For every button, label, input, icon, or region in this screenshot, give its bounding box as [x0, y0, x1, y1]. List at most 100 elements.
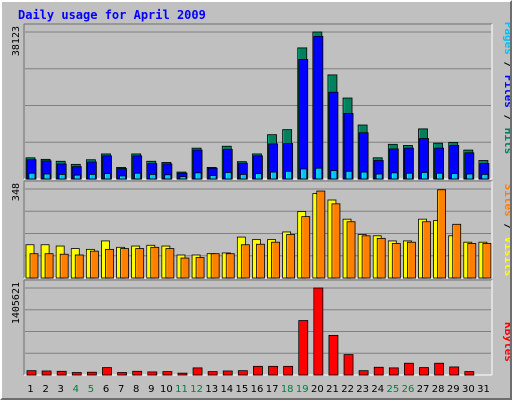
- bar-sites-day-24: [376, 237, 386, 279]
- bar-sites-day-6: [105, 248, 114, 279]
- x-tick-label-day-10: 10: [160, 384, 173, 395]
- bar-kbytes-day-3: [56, 370, 67, 376]
- bar-kbytes-day-23: [358, 370, 369, 376]
- bar-pages-day-4: [73, 174, 81, 180]
- legend-item-hits: Hits: [502, 128, 510, 155]
- legend-item-visits: Visits: [502, 237, 510, 277]
- bar-sites-day-12: [195, 257, 205, 279]
- bar-kbytes-day-20: [313, 287, 324, 376]
- bar-sites-day-5: [89, 250, 99, 279]
- x-tick-label-day-9: 9: [148, 384, 154, 395]
- bar-sites-day-14: [225, 253, 235, 279]
- bar-sites-day-17: [271, 241, 280, 279]
- panel-middle-max-label: 348: [11, 183, 22, 201]
- x-tick-label-day-31: 31: [477, 384, 490, 395]
- x-tick-label-day-16: 16: [251, 384, 264, 395]
- bar-pages-day-5: [88, 173, 96, 180]
- legend-middle: Sites / Visits: [502, 184, 510, 277]
- bar-pages-day-1: [28, 172, 36, 180]
- x-tick-label-day-13: 13: [205, 384, 218, 395]
- bar-kbytes-day-10: [162, 371, 173, 376]
- bar-sites-day-21: [331, 203, 341, 279]
- bar-pages-day-31: [481, 173, 489, 180]
- bar-sites-day-30: [467, 243, 477, 279]
- bar-kbytes-day-17: [268, 365, 278, 376]
- legend-item-/: /: [502, 55, 510, 75]
- bar-kbytes-day-21: [328, 334, 339, 376]
- bar-kbytes-day-25: [388, 367, 399, 376]
- bar-kbytes-day-6: [102, 367, 112, 376]
- bar-pages-day-16: [255, 173, 262, 180]
- panel-bottom-background: [24, 280, 492, 375]
- x-tick-label-day-14: 14: [220, 384, 233, 395]
- bar-pages-day-22: [345, 170, 353, 180]
- bar-sites-day-31: [482, 243, 492, 279]
- bar-kbytes-day-11: [177, 372, 188, 376]
- bar-sites-day-20: [316, 190, 326, 279]
- bar-pages-day-30: [466, 173, 474, 180]
- bar-kbytes-day-2: [41, 370, 52, 376]
- x-tick-label-day-29: 29: [447, 384, 460, 395]
- bar-kbytes-day-9: [147, 371, 158, 376]
- bar-pages-day-3: [58, 173, 66, 180]
- x-tick-label-day-8: 8: [133, 384, 139, 395]
- bar-sites-day-28: [437, 189, 447, 279]
- bar-sites-day-27: [422, 221, 431, 279]
- bar-sites-day-2: [44, 253, 54, 279]
- x-tick-label-day-23: 23: [356, 384, 369, 395]
- bar-sites-day-13: [210, 253, 220, 279]
- chart-title: Daily usage for April 2009: [18, 8, 206, 22]
- bar-sites-day-16: [256, 243, 265, 279]
- bar-sites-day-23: [361, 235, 371, 279]
- legend-item-kbytes: KBytes: [502, 322, 510, 362]
- x-tick-label-day-20: 20: [311, 384, 324, 395]
- legend-top: Pages / Files / Hits: [502, 22, 510, 155]
- panel-top-background: [24, 24, 492, 179]
- bar-pages-day-11: [179, 176, 187, 180]
- bar-kbytes-day-26: [404, 362, 414, 376]
- x-tick-label-day-24: 24: [371, 384, 384, 395]
- x-tick-label-day-30: 30: [462, 384, 475, 395]
- legend-item-pages: Pages: [502, 22, 510, 55]
- bar-pages-day-12: [194, 172, 202, 180]
- bar-pages-day-21: [330, 170, 338, 180]
- bar-pages-day-28: [436, 172, 444, 180]
- bar-pages-day-20: [315, 167, 323, 180]
- bar-sites-day-25: [391, 243, 401, 279]
- x-tick-label-day-3: 3: [58, 384, 64, 395]
- x-tick-label-day-1: 1: [27, 384, 33, 395]
- x-tick-label-day-28: 28: [432, 384, 445, 395]
- bar-pages-day-2: [43, 173, 51, 180]
- bar-kbytes-day-16: [253, 365, 263, 376]
- bar-sites-day-7: [120, 248, 129, 279]
- bar-pages-day-18: [285, 170, 293, 180]
- x-tick-label-day-15: 15: [236, 384, 249, 395]
- x-tick-label-day-22: 22: [341, 384, 354, 395]
- x-tick-label-day-4: 4: [73, 384, 79, 395]
- bar-kbytes-day-19: [298, 320, 309, 376]
- bar-pages-day-10: [164, 174, 172, 180]
- x-tick-label-day-26: 26: [402, 384, 415, 395]
- bar-kbytes-day-28: [434, 362, 445, 376]
- bar-pages-day-14: [224, 172, 232, 180]
- bar-sites-day-19: [301, 216, 311, 279]
- legend-item-files: Files: [502, 75, 510, 108]
- bar-pages-day-7: [119, 175, 126, 180]
- x-tick-label-day-25: 25: [387, 384, 400, 395]
- bar-kbytes-day-12: [192, 367, 203, 376]
- bar-pages-day-19: [300, 168, 308, 180]
- bar-kbytes-day-24: [373, 366, 384, 376]
- bar-kbytes-day-30: [464, 371, 475, 376]
- bar-kbytes-day-22: [343, 354, 354, 376]
- bar-sites-day-3: [59, 253, 69, 279]
- x-tick-label-day-19: 19: [296, 384, 309, 395]
- x-tick-label-day-17: 17: [266, 384, 279, 395]
- panel-top-max-label: 38123: [11, 26, 22, 56]
- bar-kbytes-day-18: [283, 365, 294, 376]
- bar-pages-day-24: [375, 173, 383, 180]
- panel-bottom-max-label: 1405621: [11, 282, 22, 324]
- legend-item-/: /: [502, 108, 510, 128]
- bar-sites-day-9: [150, 246, 160, 279]
- bar-pages-day-23: [360, 171, 368, 180]
